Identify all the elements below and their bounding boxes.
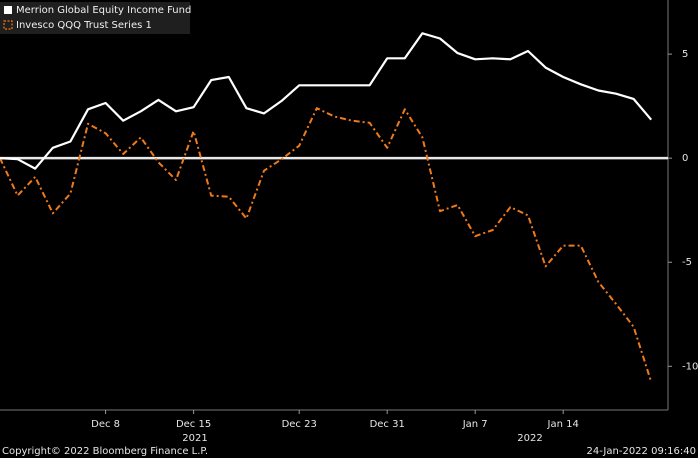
x-tick-label: Dec 31 bbox=[370, 419, 405, 430]
y-tick-label: -10 bbox=[682, 361, 698, 372]
y-tick-label: -5 bbox=[682, 257, 692, 268]
x-tick-label: Jan 7 bbox=[462, 419, 488, 430]
x-tick-label: Dec 8 bbox=[91, 419, 120, 430]
year-label: 2021 bbox=[182, 433, 207, 444]
legend-label: Invesco QQQ Trust Series 1 bbox=[16, 20, 152, 31]
legend-swatch bbox=[4, 6, 12, 14]
x-tick-label: Jan 14 bbox=[547, 419, 579, 430]
y-tick-label: 0 bbox=[682, 153, 688, 164]
series-line bbox=[0, 32, 653, 170]
legend-swatch bbox=[3, 20, 13, 30]
series-line bbox=[0, 107, 653, 383]
x-tick-label: Dec 15 bbox=[176, 419, 211, 430]
timestamp: 24-Jan-2022 09:16:40 bbox=[587, 446, 696, 457]
year-label: 2022 bbox=[517, 433, 542, 444]
legend-label: Merrion Global Equity Income Fund bbox=[16, 5, 191, 16]
legend-box bbox=[0, 2, 190, 34]
legend: Merrion Global Equity Income Fund Invesco… bbox=[0, 2, 191, 34]
source: Copyright© 2022 Bloomberg Finance L.P. bbox=[2, 446, 208, 457]
y-tick-label: 5 bbox=[682, 49, 688, 60]
x-tick-label: Dec 23 bbox=[282, 419, 317, 430]
